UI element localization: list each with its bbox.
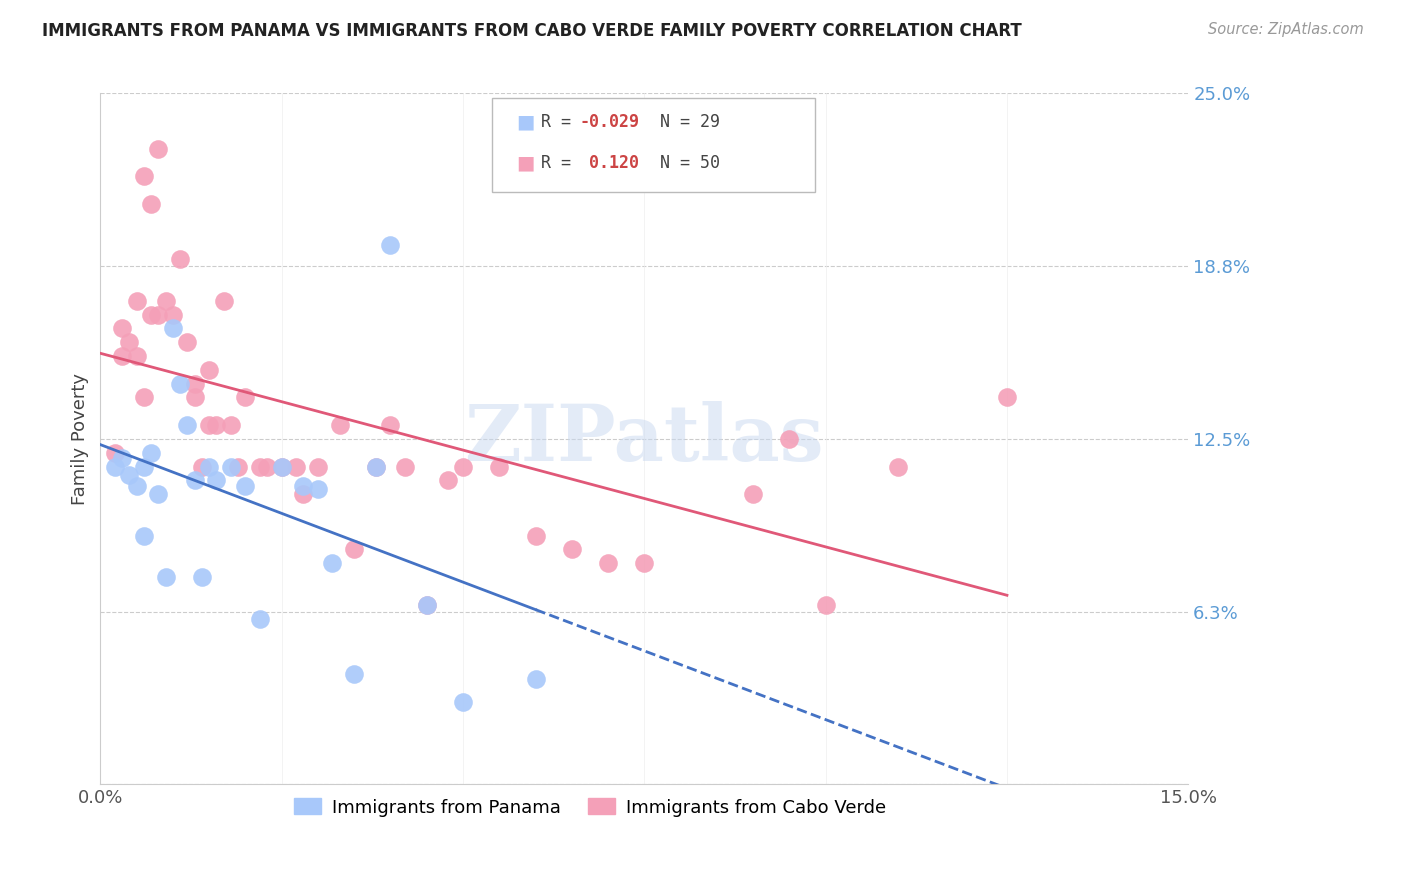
Point [191,570,214,584]
Point [343,666,366,681]
Point [451,459,474,474]
Point [235,391,257,405]
Point [235,479,257,493]
Text: R =: R = [541,154,592,172]
Point [226,459,249,474]
Point [176,418,198,433]
Point [148,142,170,156]
Point [132,391,155,405]
Point [561,542,583,557]
Point [198,363,221,377]
Point [292,479,315,493]
Point [155,570,177,584]
Point [155,293,177,308]
Text: N = 29: N = 29 [640,113,720,131]
Point [125,293,148,308]
Point [139,308,162,322]
Point [169,252,191,267]
Point [148,308,170,322]
Point [111,349,134,363]
Point [219,459,242,474]
Point [596,556,619,570]
Point [380,238,402,252]
Point [633,556,655,570]
Point [451,694,474,708]
Point [416,598,439,612]
Point [524,528,547,542]
Point [364,459,387,474]
Point [183,376,205,391]
Point [111,451,134,466]
Point [104,459,127,474]
Text: Source: ZipAtlas.com: Source: ZipAtlas.com [1208,22,1364,37]
Point [183,391,205,405]
Point [995,391,1018,405]
Point [416,598,439,612]
Point [139,197,162,211]
Point [169,376,191,391]
Point [162,308,184,322]
Legend: Immigrants from Panama, Immigrants from Cabo Verde: Immigrants from Panama, Immigrants from … [287,791,893,824]
Point [437,474,460,488]
Point [111,321,134,335]
Point [148,487,170,501]
Point [125,349,148,363]
Text: ■: ■ [516,112,534,132]
Point [394,459,416,474]
Point [205,418,228,433]
Point [364,459,387,474]
Point [329,418,352,433]
Point [249,459,271,474]
Text: ZIPatlas: ZIPatlas [464,401,824,477]
Point [132,169,155,184]
Point [249,611,271,625]
Point [488,459,510,474]
Point [198,459,221,474]
Point [524,673,547,687]
Point [118,335,141,350]
Point [778,432,800,446]
Point [887,459,910,474]
Text: R =: R = [541,113,581,131]
Point [321,556,343,570]
Y-axis label: Family Poverty: Family Poverty [72,373,89,505]
Point [270,459,292,474]
Point [219,418,242,433]
Point [198,418,221,433]
Point [132,459,155,474]
Text: ■: ■ [516,153,534,173]
Point [307,459,329,474]
Text: N = 50: N = 50 [640,154,720,172]
Point [212,293,235,308]
Text: IMMIGRANTS FROM PANAMA VS IMMIGRANTS FROM CABO VERDE FAMILY POVERTY CORRELATION : IMMIGRANTS FROM PANAMA VS IMMIGRANTS FRO… [42,22,1022,40]
Point [118,467,141,482]
Text: -0.029: -0.029 [579,113,640,131]
Point [343,542,366,557]
Point [191,459,214,474]
Point [285,459,308,474]
Point [162,321,184,335]
Text: 0.120: 0.120 [579,154,640,172]
Point [132,528,155,542]
Point [104,446,127,460]
Point [205,474,228,488]
Point [176,335,198,350]
Point [183,474,205,488]
Point [292,487,315,501]
Point [139,446,162,460]
Point [742,487,765,501]
Point [270,459,292,474]
Point [256,459,278,474]
Point [380,418,402,433]
Point [814,598,837,612]
Point [307,482,329,496]
Point [125,479,148,493]
